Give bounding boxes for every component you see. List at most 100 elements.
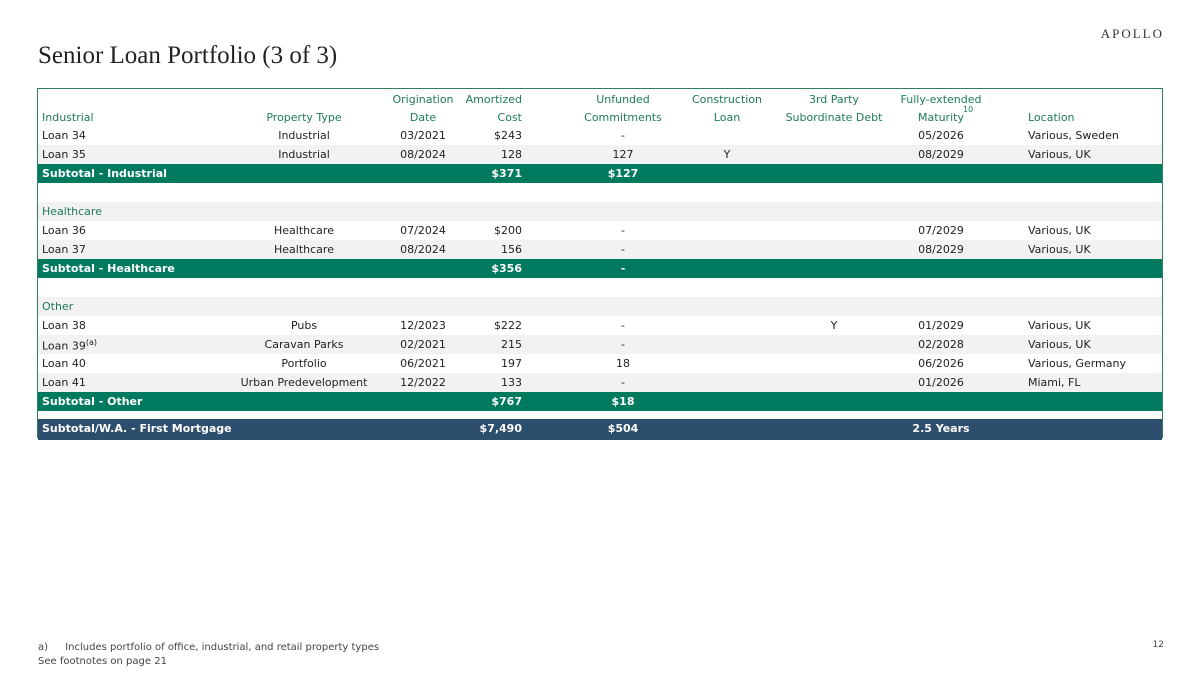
- cell: -: [621, 319, 625, 332]
- cell: Various, Germany: [1028, 357, 1126, 370]
- footnote: a) Includes portfolio of office, industr…: [38, 642, 379, 653]
- cell: Subtotal - Industrial: [42, 167, 167, 180]
- loan-table: Industrial Property Type Origination Date Am…: [37, 88, 1163, 440]
- column-header: Industrial: [42, 111, 94, 124]
- cell: $371: [491, 167, 522, 180]
- cell: Urban Predevelopment: [240, 376, 368, 389]
- loan-row: Loan 41 Urban Predevelopment 12/2022 133 - 01…: [38, 373, 1162, 392]
- page-number: 12: [1152, 640, 1164, 650]
- column-header: Cost: [497, 111, 522, 124]
- cell: Healthcare: [274, 243, 334, 256]
- section-label-row: Healthcare: [38, 202, 1162, 221]
- cell: 215: [501, 338, 522, 351]
- cell-text: Loan 39: [42, 339, 86, 353]
- cell: Various, UK: [1028, 243, 1091, 256]
- cell: Subtotal - Healthcare: [42, 262, 175, 275]
- cell: Various, UK: [1028, 148, 1091, 161]
- cell: Various, Sweden: [1028, 129, 1119, 142]
- footnote-marker: a): [38, 642, 49, 653]
- see-also: See footnotes on page 21: [38, 656, 167, 667]
- cell: -: [621, 243, 625, 256]
- logo: APOLLO: [1100, 26, 1164, 41]
- column-header: Property Type: [266, 111, 342, 124]
- cell: Loan 39(a): [42, 338, 97, 353]
- cell: $18: [611, 395, 635, 408]
- cell: -: [621, 376, 625, 389]
- cell: Loan 36: [42, 224, 86, 237]
- loan-row: Loan 39(a) Caravan Parks 02/2021 215 - 02/202…: [38, 335, 1162, 354]
- column-header: Amortized: [465, 93, 522, 106]
- cell: Industrial: [278, 148, 330, 161]
- cell: 06/2026: [918, 357, 964, 370]
- column-header: Maturity: [918, 111, 964, 124]
- cell: Y: [723, 148, 731, 161]
- cell: Portfolio: [281, 357, 327, 370]
- cell: Miami, FL: [1028, 376, 1081, 389]
- column-header: Date: [409, 111, 437, 124]
- cell: Pubs: [290, 319, 318, 332]
- cell: 2.5 Years: [912, 422, 970, 435]
- cell: Industrial: [278, 129, 330, 142]
- cell: Various, UK: [1028, 338, 1091, 351]
- column-header: Construction: [691, 93, 763, 106]
- cell: Loan 34: [42, 129, 86, 142]
- cell: $767: [491, 395, 522, 408]
- cell: Loan 41: [42, 376, 86, 389]
- cell: 197: [501, 357, 522, 370]
- column-header: Origination: [392, 93, 454, 106]
- loan-row: Loan 35 Industrial 08/2024 128 127 Y 08/2029 Va…: [38, 145, 1162, 164]
- column-header: Fully-extended: [900, 93, 982, 106]
- cell: 08/2024: [400, 243, 446, 256]
- loan-row: Loan 34 Industrial 03/2021 $243 - 05/2026 Vari…: [38, 126, 1162, 145]
- cell: 12/2023: [400, 319, 446, 332]
- column-header: Commitments: [584, 111, 662, 124]
- cell: $356: [491, 262, 522, 275]
- cell: Loan 37: [42, 243, 86, 256]
- cell: 01/2029: [918, 319, 964, 332]
- section-label-row: Other: [38, 297, 1162, 316]
- slide-title: Senior Loan Portfolio (3 of 3): [38, 42, 338, 69]
- cell: 05/2026: [918, 129, 964, 142]
- cell: Healthcare: [274, 224, 334, 237]
- cell: 07/2029: [918, 224, 964, 237]
- cell: 156: [501, 243, 522, 256]
- cell: 03/2021: [400, 129, 446, 142]
- cell: 133: [501, 376, 522, 389]
- cell: 02/2021: [400, 338, 446, 351]
- loan-row: Loan 40 Portfolio 06/2021 197 18 06/2026 Vario…: [38, 354, 1162, 373]
- cell: Various, UK: [1028, 319, 1091, 332]
- subtotal-row: Subtotal - Industrial $371 $127: [38, 164, 1162, 183]
- cell: Subtotal - Other: [42, 395, 143, 408]
- cell: $222: [494, 319, 522, 332]
- section-label: Other: [42, 300, 74, 313]
- cell: $243: [494, 129, 522, 142]
- cell: $7,490: [479, 422, 522, 435]
- cell: 02/2028: [918, 338, 964, 351]
- cell: 128: [501, 148, 522, 161]
- spacer-row: [38, 183, 1162, 202]
- cell: Various, UK: [1028, 224, 1091, 237]
- column-header-sup: 10: [963, 105, 974, 114]
- total-row: Subtotal/W.A. - First Mortgage $7,490 $504…: [38, 419, 1162, 440]
- section-label: Healthcare: [42, 205, 102, 218]
- column-header: 3rd Party: [808, 93, 860, 106]
- cell: 01/2026: [918, 376, 964, 389]
- header-row: Industrial Property Type Origination Date Am…: [38, 89, 1162, 126]
- cell: Y: [830, 319, 838, 332]
- cell: Subtotal/W.A. - First Mortgage: [42, 422, 232, 435]
- cell: Loan 40: [42, 357, 86, 370]
- cell: -: [621, 129, 625, 142]
- cell: -: [621, 224, 625, 237]
- column-header: Loan: [713, 111, 741, 124]
- cell: 07/2024: [400, 224, 446, 237]
- loan-row: Loan 38 Pubs 12/2023 $222 - Y 01/2029 Various, …: [38, 316, 1162, 335]
- subtotal-row: Subtotal - Other $767 $18: [38, 392, 1162, 411]
- cell: Loan 35: [42, 148, 86, 161]
- cell: 18: [616, 357, 630, 370]
- column-header: Subordinate Debt: [785, 111, 883, 124]
- footnote-text: Includes portfolio of office, industrial…: [65, 642, 380, 653]
- cell: 127: [612, 148, 634, 161]
- footnote-ref: (a): [85, 338, 98, 347]
- cell: 08/2024: [400, 148, 446, 161]
